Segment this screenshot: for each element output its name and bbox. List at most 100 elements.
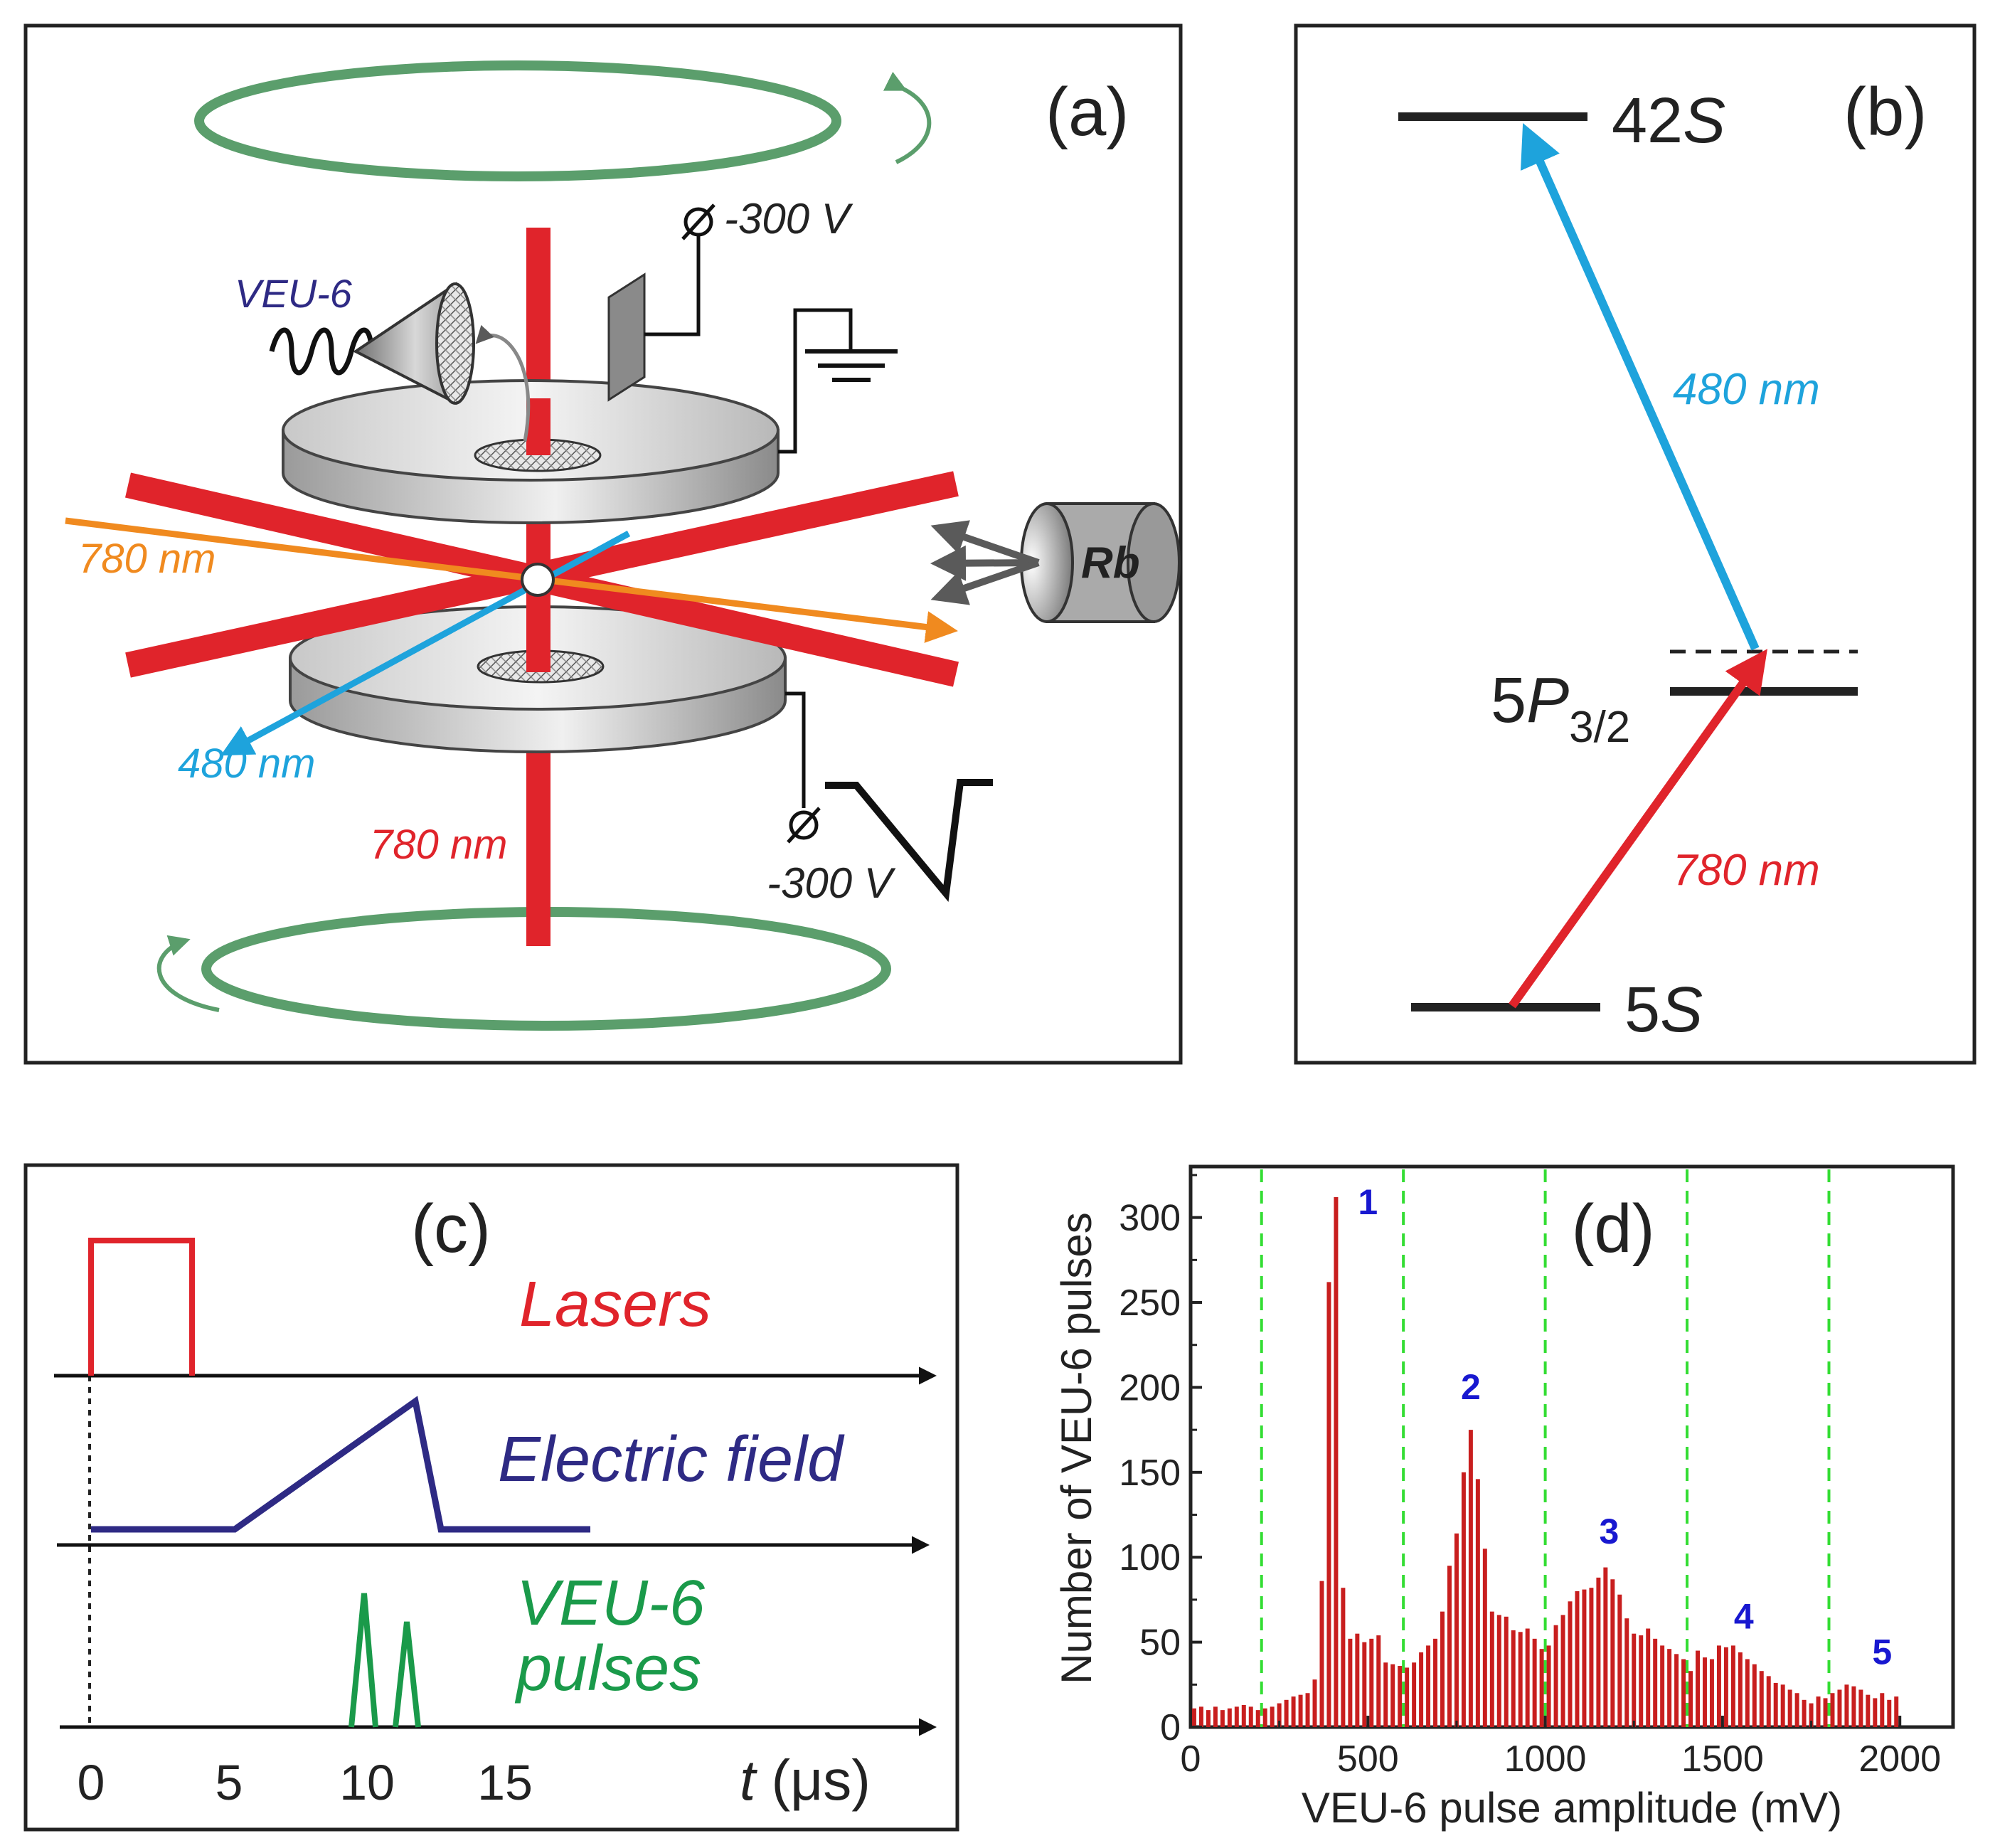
chart-xtick-label: 0 <box>1181 1738 1201 1780</box>
chart-bar <box>1639 1635 1644 1727</box>
chart-xtick-label: 1500 <box>1681 1738 1764 1780</box>
chart-bar <box>1873 1698 1878 1727</box>
chart-ytick-label: 250 <box>1119 1283 1181 1324</box>
chart-bar <box>1398 1666 1403 1727</box>
chart-bar <box>1730 1645 1735 1727</box>
chart-bar <box>1632 1633 1637 1727</box>
transition-480-label: 480 nm <box>1673 365 1820 414</box>
chart-ytick-label: 200 <box>1119 1367 1181 1408</box>
panel-c-label: (c) <box>411 1191 491 1267</box>
chart-ytick-label: 0 <box>1160 1707 1181 1748</box>
transition-780-label: 780 nm <box>1673 846 1820 895</box>
chart-bar <box>1298 1694 1303 1727</box>
chart-bar <box>1617 1594 1622 1727</box>
chart-bar <box>1674 1654 1679 1727</box>
chart-bar <box>1489 1611 1494 1727</box>
t-tick-15: 15 <box>477 1755 533 1810</box>
chart-bar <box>1851 1686 1856 1727</box>
ground <box>778 308 898 454</box>
chart-bar <box>1866 1694 1871 1727</box>
chart-bar <box>1447 1566 1452 1727</box>
chart-bar <box>1738 1652 1743 1727</box>
panel-c: (c) Lasers Electric field VEU-6 pulses 0… <box>23 1163 959 1832</box>
pulses-label-2: pulses <box>514 1633 701 1704</box>
level-42s-label: 42S <box>1612 85 1725 156</box>
chart-peak-label: 1 <box>1358 1182 1378 1222</box>
chart-ytick-label: 100 <box>1119 1537 1181 1578</box>
voltage-bottom-label: -300 V <box>767 859 896 907</box>
field-ramp <box>91 1396 590 1533</box>
chart-bar <box>1362 1642 1367 1727</box>
chart-bar <box>1816 1696 1821 1727</box>
chart-bar <box>1809 1703 1814 1727</box>
chart-bar <box>1419 1652 1424 1727</box>
chart-bar <box>1830 1693 1835 1727</box>
lasers-pulse <box>88 1238 195 1376</box>
chart-bar <box>1702 1657 1707 1727</box>
bottom-coil-arrow <box>156 935 220 1012</box>
chart-bar <box>1192 1708 1196 1727</box>
voltage-top-label: -300 V <box>724 195 853 243</box>
rb-label: Rb <box>1081 538 1140 588</box>
blue-beam-label: 480 nm <box>178 740 315 787</box>
lower-plate-supply: -300 V <box>767 691 993 907</box>
veu-pulse-1 <box>349 1593 378 1728</box>
chart-bar <box>1610 1579 1615 1727</box>
ion-trajectory <box>475 324 531 442</box>
chart-bar <box>1468 1430 1473 1727</box>
chart-bar <box>1766 1676 1771 1727</box>
chart-bar <box>1844 1684 1849 1727</box>
chart-bar <box>1454 1533 1459 1727</box>
chart-bar <box>1780 1684 1785 1727</box>
chart-bar <box>1759 1671 1764 1727</box>
chart-bar <box>1525 1628 1530 1727</box>
veu-pulse-2 <box>393 1621 421 1728</box>
chart-bar <box>1532 1638 1537 1727</box>
chart-bar <box>1723 1647 1728 1727</box>
chart-bar <box>1688 1671 1693 1727</box>
veu6-detector: VEU-6 <box>235 271 531 442</box>
chart-bar <box>1355 1633 1360 1727</box>
chart-bar <box>1440 1611 1445 1727</box>
chart-bar <box>1482 1549 1487 1727</box>
chart-xtick-label: 2000 <box>1858 1738 1941 1780</box>
chart-bar <box>1475 1479 1480 1727</box>
chart-bar <box>1794 1693 1799 1727</box>
chart-bar <box>1348 1638 1353 1727</box>
chart-bar <box>1589 1588 1594 1727</box>
rb-oven: Rb <box>930 502 1181 623</box>
chart-bar <box>1696 1650 1700 1727</box>
t-axis-label: t (μs) <box>740 1748 871 1812</box>
chart-bar <box>1504 1616 1509 1727</box>
chart-bar <box>1461 1472 1466 1727</box>
panel-a: (a) 780 n <box>23 23 1183 1065</box>
chart-bar <box>1248 1706 1253 1727</box>
red-beam-label: 780 nm <box>370 822 507 868</box>
chart-bar <box>1681 1659 1686 1727</box>
pulse-shape-icon <box>825 779 993 903</box>
lasers-label: Lasers <box>519 1269 711 1340</box>
coil-icon <box>269 327 374 376</box>
chart-bar <box>1433 1638 1438 1727</box>
chart-ytick-label: 150 <box>1119 1453 1181 1494</box>
deflector-plate <box>607 272 646 402</box>
chart-bar <box>1511 1630 1516 1727</box>
chart-bar <box>1802 1699 1807 1727</box>
pulses-label-1: VEU-6 <box>516 1568 706 1639</box>
chart-bar <box>1390 1664 1395 1727</box>
transition-480 <box>1520 123 1760 651</box>
chart-bar <box>1426 1645 1431 1727</box>
chart-xtick-label: 500 <box>1337 1738 1399 1780</box>
chart-ylabel: Number of VEU-6 pulses <box>1053 1212 1100 1684</box>
chart-bar <box>1270 1706 1275 1727</box>
chart-bar <box>1262 1708 1267 1727</box>
chart-bar <box>1291 1696 1296 1727</box>
chart-bar <box>1496 1615 1501 1727</box>
chart-bar <box>1880 1693 1885 1727</box>
veu6-label: VEU-6 <box>235 271 353 316</box>
chart-bar <box>1787 1689 1792 1727</box>
chart-bar <box>1326 1282 1331 1727</box>
chart-peak-label: 5 <box>1872 1632 1892 1672</box>
chart-bar <box>1383 1662 1388 1727</box>
